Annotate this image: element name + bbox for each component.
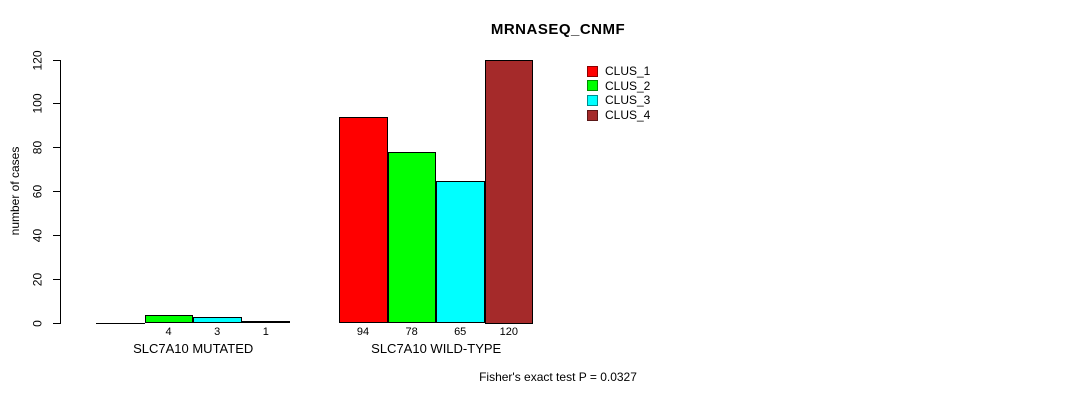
y-tick-mark <box>53 59 60 61</box>
chart-title: MRNASEQ_CNMF <box>490 21 626 38</box>
legend-swatch-clus-2 <box>587 80 598 92</box>
y-tick-label: 40 <box>30 228 45 243</box>
bar-value-label: 1 <box>262 326 269 338</box>
bar-value-label: 120 <box>499 326 518 338</box>
y-tick-mark <box>53 235 60 237</box>
fisher-test-note: Fisher's exact test P = 0.0327 <box>479 370 637 384</box>
bar-clus-4-group2 <box>484 60 534 324</box>
legend-swatch-clus-4 <box>587 109 598 121</box>
legend-label: CLUS_1 <box>605 64 651 79</box>
bar-value-label: 4 <box>165 326 172 338</box>
category-label: SLC7A10 MUTATED <box>133 341 254 356</box>
legend-swatch-clus-1 <box>587 65 598 77</box>
bar-clus-1-group2 <box>339 117 388 324</box>
y-tick-mark <box>53 191 60 193</box>
bar-value-label: 65 <box>454 326 467 338</box>
y-tick-mark <box>53 279 60 281</box>
y-axis-line <box>60 60 61 324</box>
legend-swatch-clus-3 <box>587 94 598 106</box>
y-tick-mark <box>53 103 60 105</box>
y-tick-label: 20 <box>30 272 45 287</box>
y-axis-title: number of cases <box>8 146 22 236</box>
legend-label: CLUS_2 <box>605 78 651 93</box>
y-tick-label: 80 <box>30 141 45 155</box>
bar-value-label: 78 <box>405 326 418 338</box>
bar-clus-3-group1 <box>193 316 242 324</box>
y-tick-label: 0 <box>30 320 45 327</box>
bar-clus-2-group1 <box>144 314 194 324</box>
legend-label: CLUS_3 <box>605 93 651 108</box>
y-tick-mark <box>53 323 60 324</box>
y-tick-mark <box>53 147 60 149</box>
legend-row: CLUS_2 <box>587 79 650 94</box>
category-label: SLC7A10 WILD-TYPE <box>371 341 502 356</box>
y-tick-label: 60 <box>30 185 45 199</box>
bar-clus-3-group2 <box>436 180 485 324</box>
y-tick-label: 100 <box>30 93 45 114</box>
bar-clus-4-group1 <box>241 321 291 324</box>
bar-clus-1-group1 <box>96 322 145 324</box>
legend-row: CLUS_1 <box>587 64 650 79</box>
bar-value-label: 3 <box>214 326 221 338</box>
legend-row: CLUS_4 <box>587 108 650 123</box>
legend: CLUS_1 CLUS_2 CLUS_3 CLUS_4 <box>587 64 650 122</box>
legend-label: CLUS_4 <box>605 108 651 123</box>
bar-clus-2-group2 <box>387 152 437 324</box>
bar-value-label: 94 <box>356 326 370 338</box>
legend-row: CLUS_3 <box>587 93 650 108</box>
y-tick-label: 120 <box>30 49 45 71</box>
